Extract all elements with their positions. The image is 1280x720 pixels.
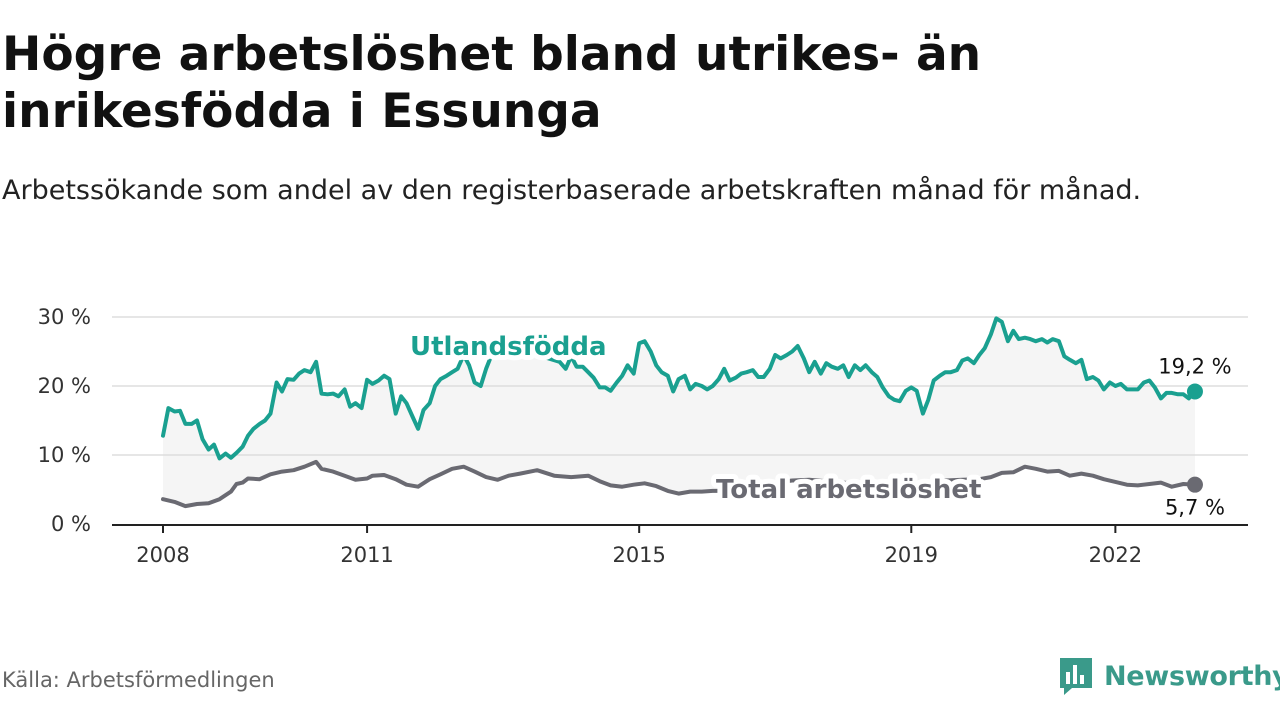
series-lines: [161, 316, 1203, 509]
newsworthy-logo-icon: [1060, 658, 1092, 695]
end-value-utlandsfodda: 19,2 %: [1158, 355, 1231, 379]
series-line-total: [161, 459, 1197, 509]
x-axis: 2008 2011 2015 2019 2022: [112, 524, 1248, 567]
y-tick-label: 10 %: [38, 443, 91, 467]
end-point-utlandsfodda: [1186, 383, 1203, 400]
series-name-total-halo: Total arbetslöshet: [716, 475, 981, 505]
series-name-total: Total arbetslöshet: [716, 475, 981, 505]
series-gap-band: [163, 318, 1195, 507]
chart-title: Högre arbetslöshet bland utrikes- än inr…: [2, 27, 982, 139]
x-tick-label: 2022: [1089, 543, 1142, 567]
end-point-total: [1186, 476, 1203, 493]
x-tick-label: 2011: [340, 543, 393, 567]
y-tick-label: 20 %: [38, 374, 91, 398]
x-tick-label: 2019: [885, 543, 938, 567]
brand-name: Newsworthy: [1104, 660, 1280, 692]
y-tick-label: 0 %: [51, 512, 91, 536]
brand-logo[interactable]: Newsworthy: [1058, 654, 1280, 698]
series-line-utlandsfodda: [161, 316, 1197, 461]
end-value-total: 5,7 %: [1165, 496, 1225, 520]
chart-subtitle: Arbetssökande som andel av den registerb…: [2, 175, 1142, 206]
line-chart: 0 % 10 % 20 % 30 % 2008 2011 2015 2019 2022 Utl…: [38, 305, 1248, 567]
y-tick-label: 30 %: [38, 305, 91, 329]
x-tick-label: 2015: [612, 543, 665, 567]
source-note: Källa: Arbetsförmedlingen: [2, 668, 275, 692]
series-name-utlandsfodda-halo: Utlandsfödda: [410, 332, 607, 362]
series-name-utlandsfodda: Utlandsfödda: [410, 332, 607, 362]
y-grid: 0 % 10 % 20 % 30 %: [38, 305, 1248, 536]
x-tick-label: 2008: [136, 543, 189, 567]
